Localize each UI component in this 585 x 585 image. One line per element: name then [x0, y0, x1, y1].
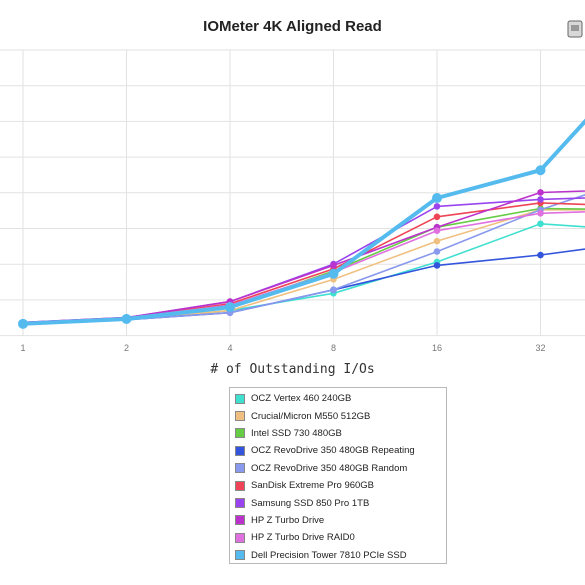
legend-item: OCZ RevoDrive 350 480GB Random — [235, 460, 446, 477]
series-line — [22, 194, 585, 325]
legend-label: Samsung SSD 850 Pro 1TB — [251, 497, 370, 509]
legend-item: Intel SSD 730 480GB — [235, 425, 446, 442]
x-tick-labels: 1 2 4 8 16 32 — [20, 343, 545, 353]
legend-swatch — [235, 393, 245, 404]
x-tick-label: 32 — [535, 343, 545, 353]
legend-swatch — [235, 428, 245, 439]
series-lines — [18, 118, 585, 329]
series-line — [22, 210, 585, 324]
x-axis-title: # of Outstanding I/Os — [210, 362, 375, 377]
data-point — [537, 251, 544, 259]
plot-area: 1 2 4 8 16 32 — [0, 49, 585, 353]
data-point — [537, 220, 544, 228]
legend-swatch — [235, 498, 245, 509]
data-point — [433, 227, 441, 234]
data-point — [433, 203, 441, 210]
legend-label: OCZ RevoDrive 350 480GB Random — [251, 462, 408, 474]
legend-swatch — [235, 532, 245, 543]
data-point — [432, 193, 442, 204]
series-line — [22, 202, 585, 324]
legend-label: OCZ Vertex 460 240GB — [251, 393, 352, 405]
legend-swatch — [235, 463, 245, 474]
data-point — [225, 302, 235, 313]
data-point — [433, 262, 441, 269]
legend-item: SanDisk Extreme Pro 960GB — [235, 477, 446, 494]
legend-label: Dell Precision Tower 7810 PCIe SSD — [251, 549, 407, 561]
legend-label: Crucial/Micron M550 512GB — [251, 410, 371, 422]
data-point — [537, 196, 544, 203]
data-point — [121, 313, 132, 324]
legend-swatch — [235, 480, 245, 491]
legend-item: Samsung SSD 850 Pro 1TB — [235, 494, 446, 511]
legend-swatch — [235, 411, 245, 422]
data-point — [330, 286, 337, 294]
legend-label: Intel SSD 730 480GB — [251, 427, 342, 439]
series-line — [22, 209, 585, 324]
legend-item: OCZ RevoDrive 350 480GB Repeating — [235, 442, 446, 459]
legend-label: SanDisk Extreme Pro 960GB — [251, 480, 375, 492]
data-point — [535, 165, 546, 176]
legend-label: OCZ RevoDrive 350 480GB Repeating — [251, 445, 415, 457]
x-tick-label: 8 — [331, 343, 336, 353]
site-logo-icon — [565, 18, 585, 40]
legend-swatch — [235, 445, 245, 456]
legend-item: HP Z Turbo Drive RAID0 — [235, 529, 446, 546]
grid — [0, 49, 585, 337]
legend-item: HP Z Turbo Drive — [235, 512, 446, 529]
legend-label: HP Z Turbo Drive RAID0 — [251, 532, 355, 544]
data-point — [433, 248, 441, 255]
x-tick-label: 16 — [432, 343, 442, 353]
legend-swatch — [235, 550, 245, 561]
legend-item: Dell Precision Tower 7810 PCIe SSD — [235, 547, 446, 564]
data-point — [330, 262, 337, 269]
legend-item: OCZ Vertex 460 240GB — [235, 390, 446, 407]
x-tick-label: 1 — [20, 343, 25, 353]
data-point — [433, 237, 441, 245]
series-line — [22, 223, 585, 324]
series-line — [22, 118, 585, 326]
data-point — [537, 189, 544, 196]
data-point — [328, 268, 339, 279]
data-point — [537, 210, 544, 217]
chart-title: IOMeter 4K Aligned Read — [203, 18, 382, 35]
legend-swatch — [235, 515, 245, 526]
data-point — [433, 213, 441, 221]
x-tick-label: 2 — [124, 343, 129, 353]
x-tick-label: 4 — [227, 343, 232, 353]
legend-item: Crucial/Micron M550 512GB — [235, 407, 446, 424]
legend-label: HP Z Turbo Drive — [251, 514, 325, 526]
data-point — [18, 318, 28, 329]
legend: OCZ Vertex 460 240GB Crucial/Micron M550 … — [229, 387, 447, 564]
